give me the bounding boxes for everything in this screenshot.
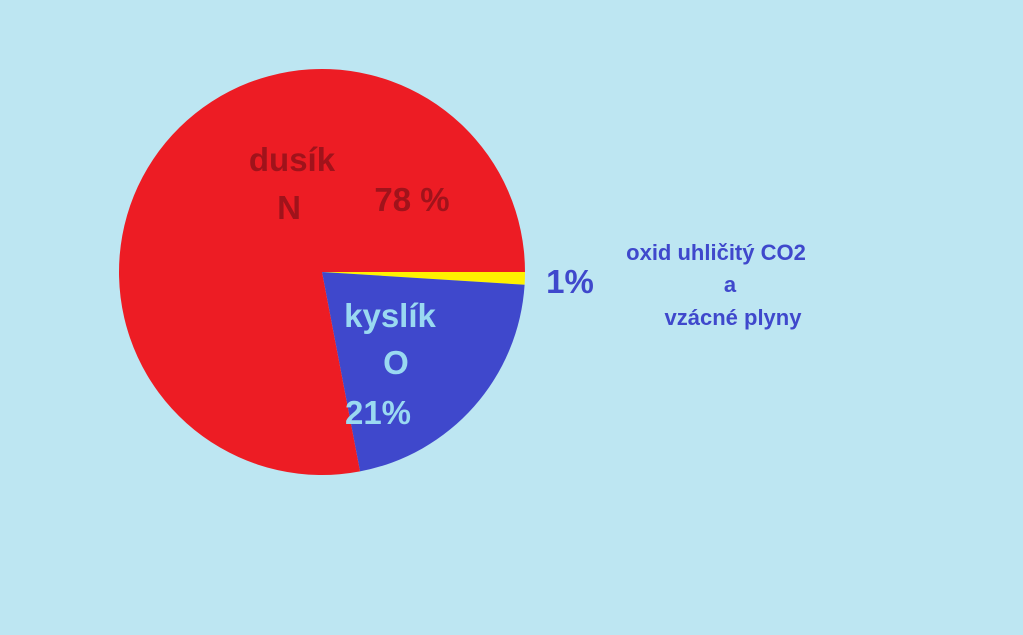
- other-percent-label: 1%: [546, 263, 594, 300]
- pie-slice-oxygen: [322, 272, 525, 472]
- other-description-line2: a: [724, 272, 737, 297]
- pie-slice-nitrogen: [119, 68, 525, 475]
- nitrogen-symbol-label: N: [277, 189, 301, 226]
- oxygen-symbol-label: O: [383, 344, 409, 381]
- other-description-line1: oxid uhličitý CO2: [626, 240, 806, 265]
- nitrogen-percent-label: 78 %: [374, 181, 449, 218]
- oxygen-name-label: kyslík: [344, 297, 436, 334]
- pie-slices: [119, 68, 526, 475]
- pie-slice-other: [322, 272, 526, 285]
- nitrogen-name-label: dusík: [249, 141, 336, 178]
- oxygen-percent-label: 21%: [345, 394, 411, 431]
- other-description-line3: vzácné plyny: [665, 305, 803, 330]
